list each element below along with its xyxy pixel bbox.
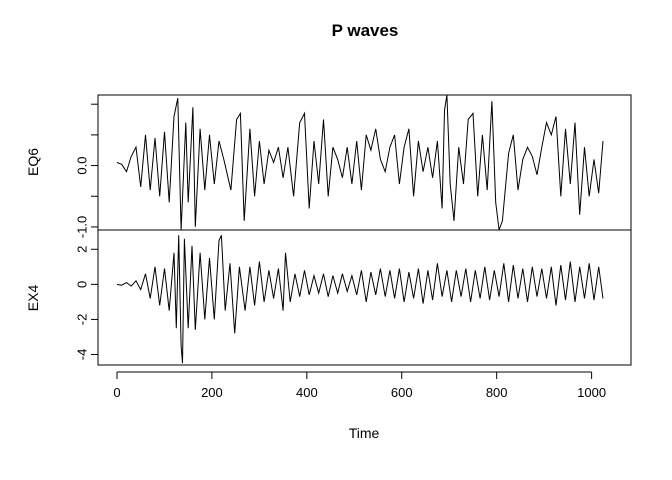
panel-ex4-y-axis: -4 -2 0 2 xyxy=(74,246,98,361)
panel-ex4-ylabel: EX4 xyxy=(25,285,41,312)
x-tick-label: 1000 xyxy=(577,385,606,400)
panel-eq6-ylabel: EQ6 xyxy=(25,148,41,176)
x-tick-label: 200 xyxy=(201,385,223,400)
panel-ex4-frame xyxy=(97,229,632,366)
y-tick-label-eq6: -1.0 xyxy=(74,216,89,238)
panel-eq6: -1.0 0.0 EQ6 xyxy=(25,94,632,238)
y-tick-label-eq6: 0.0 xyxy=(74,157,89,175)
y-tick-label-ex4: 0 xyxy=(74,281,89,288)
y-tick-label-ex4: -4 xyxy=(74,349,89,361)
series-line-eq6 xyxy=(116,94,604,231)
x-tick-label: 800 xyxy=(486,385,508,400)
y-tick-label-ex4: 2 xyxy=(74,246,89,253)
panel-ex4: -4 -2 0 2 EX4 xyxy=(25,229,632,366)
chart-title: P waves xyxy=(332,21,399,40)
x-tick-label: 600 xyxy=(391,385,413,400)
x-axis-label: Time xyxy=(349,425,380,441)
y-tick-label-ex4: -2 xyxy=(74,314,89,326)
x-tick-label: 400 xyxy=(296,385,318,400)
x-axis: 0 200 400 600 800 1000 xyxy=(113,371,606,400)
panel-eq6-y-axis: -1.0 0.0 xyxy=(74,103,98,238)
series-line-ex4 xyxy=(116,235,604,364)
x-tick-label: 0 xyxy=(113,385,120,400)
